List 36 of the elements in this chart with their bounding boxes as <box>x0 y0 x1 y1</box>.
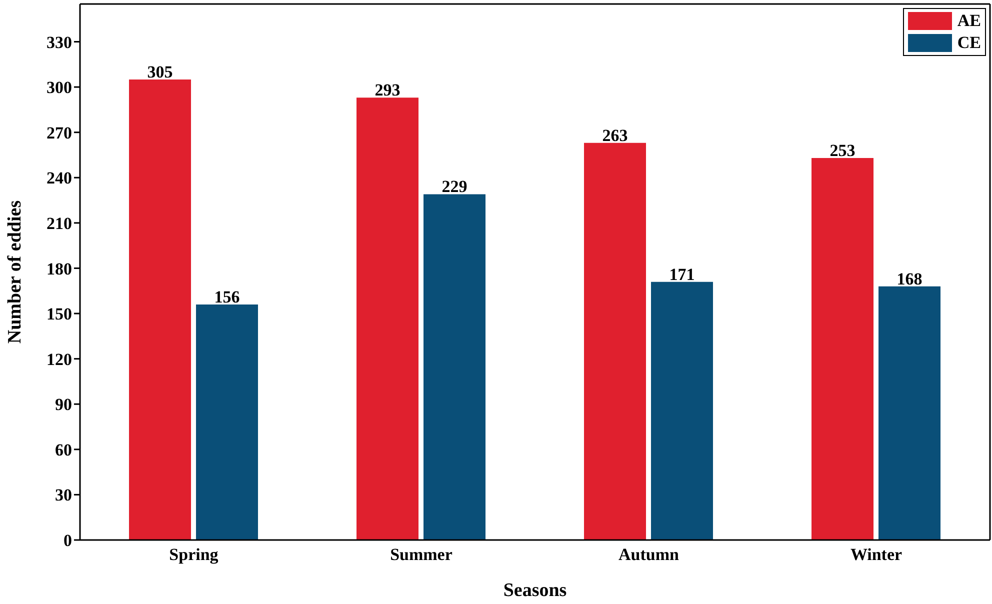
bar <box>356 98 418 540</box>
y-tick-label: 240 <box>46 168 72 188</box>
data-label: 171 <box>669 264 695 284</box>
x-axis-title: Seasons <box>503 580 567 601</box>
x-tick-label: Autumn <box>618 545 680 564</box>
y-tick-label: 0 <box>64 531 72 550</box>
bar <box>812 158 874 540</box>
x-tick-label: Summer <box>390 545 453 564</box>
data-label: 168 <box>896 269 922 288</box>
y-tick-label: 300 <box>46 78 72 98</box>
y-tick-label: 270 <box>46 123 72 142</box>
y-tick-label: 150 <box>46 304 72 324</box>
bar <box>129 79 191 540</box>
bar <box>584 142 646 540</box>
x-tick-label: Spring <box>169 545 219 564</box>
y-axis-title: Number of eddies <box>4 200 26 344</box>
y-tick-label: 330 <box>46 32 72 52</box>
y-tick-label: 90 <box>55 395 72 414</box>
y-tick-label: 60 <box>55 440 72 460</box>
data-label: 253 <box>830 141 856 160</box>
bar <box>651 282 713 540</box>
y-tick-label: 30 <box>55 486 72 505</box>
legend-label: AE <box>957 10 981 32</box>
bar <box>424 194 486 540</box>
data-label: 156 <box>214 287 240 306</box>
legend-label: CE <box>957 32 981 54</box>
data-label: 305 <box>147 62 173 82</box>
y-tick-label: 210 <box>46 214 72 233</box>
y-tick-label: 180 <box>46 259 72 278</box>
data-label: 229 <box>442 177 468 196</box>
bar <box>878 286 940 540</box>
data-label: 293 <box>374 80 400 100</box>
bar <box>196 304 258 540</box>
y-tick-label: 120 <box>46 350 72 369</box>
data-label: 263 <box>602 126 628 145</box>
x-tick-label: Winter <box>850 545 903 564</box>
